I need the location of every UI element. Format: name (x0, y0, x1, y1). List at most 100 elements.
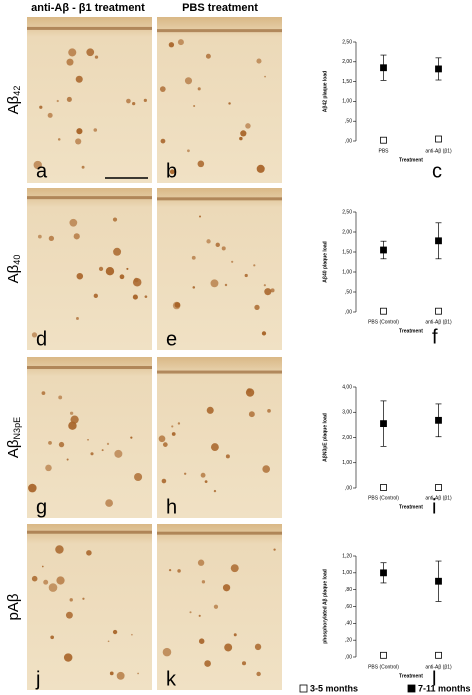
plaque (248, 411, 255, 418)
plaque (58, 395, 63, 400)
y-tick-label: ,50 (345, 119, 352, 125)
row-label: Aβ40 (5, 255, 22, 284)
plaque (177, 569, 181, 573)
plaque (76, 317, 79, 320)
x-tick-label: PBS (Control) (368, 495, 399, 501)
plaque (169, 169, 175, 175)
plaque (114, 449, 123, 458)
plaque (160, 138, 166, 144)
plaque (184, 77, 193, 85)
marker (435, 484, 442, 491)
plaque (206, 406, 214, 414)
tissue-edge (27, 366, 152, 370)
plaque (198, 638, 205, 644)
plaque (66, 58, 74, 66)
plaque (187, 149, 190, 153)
legend-label: 3-5 months (310, 683, 358, 693)
plaque (213, 604, 219, 609)
plaque (240, 130, 247, 137)
plaque (101, 449, 104, 452)
plaque (204, 480, 208, 484)
plaque (143, 98, 147, 102)
marker (380, 307, 387, 315)
plaque (116, 671, 125, 680)
panel-letter: g (36, 496, 47, 518)
panel-letter: i (432, 496, 436, 518)
marker (380, 136, 387, 144)
plaque (98, 266, 104, 271)
y-tick-label: 1,00 (342, 570, 352, 576)
plaque (199, 215, 202, 218)
x-axis-label: Treatment (399, 157, 423, 163)
plaque (197, 87, 201, 91)
y-tick-label: 1,00 (342, 99, 352, 105)
y-tick-label: ,50 (345, 289, 352, 295)
row-label: pAβ (5, 593, 22, 620)
plaque (204, 660, 211, 667)
plaque (93, 293, 98, 299)
micrograph (27, 524, 152, 690)
plaque (254, 304, 260, 311)
y-tick-label: ,00 (345, 138, 352, 144)
marker (435, 577, 442, 585)
tissue-edge (27, 530, 152, 534)
plaque (171, 425, 174, 428)
plaque (132, 294, 138, 300)
plaque (210, 443, 219, 452)
panel-letter: l (432, 668, 436, 690)
plaque (262, 465, 271, 473)
plaque (86, 48, 95, 57)
panel-letter: h (166, 496, 177, 518)
panel-letter: j (35, 668, 40, 690)
plaque (261, 331, 267, 336)
marker (380, 420, 387, 428)
tissue-edge (27, 196, 152, 200)
plaque (75, 75, 83, 83)
y-tick-label: 1,50 (342, 249, 352, 255)
plaque (134, 472, 143, 482)
row-label-text: Aβ (5, 95, 22, 114)
plaque (174, 302, 181, 308)
plaque (267, 408, 271, 413)
plaque (210, 279, 219, 288)
row-label: Aβ42 (5, 86, 22, 115)
y-axis-label: AβN3pE plaque load (322, 413, 328, 462)
plaque (205, 53, 211, 59)
plaque (206, 239, 211, 244)
y-tick-label: 2,00 (342, 435, 352, 441)
row-label-text: Aβ (5, 439, 22, 458)
plaque (191, 255, 196, 260)
plaque (131, 633, 133, 636)
panel-letter: b (166, 160, 177, 182)
marker (435, 237, 442, 245)
y-tick-label: ,00 (345, 309, 352, 315)
plaque (109, 671, 114, 676)
plaque (253, 264, 256, 267)
plaque (222, 584, 231, 592)
y-tick-label: ,60 (345, 604, 352, 610)
plaque (270, 288, 275, 293)
panel-letter: k (166, 668, 177, 690)
plaque (31, 575, 38, 582)
plaque (197, 559, 205, 566)
plaque (106, 442, 110, 446)
tissue-edge (157, 370, 282, 374)
plaque (93, 128, 98, 132)
plaque (105, 267, 115, 276)
tissue-edge (157, 531, 282, 535)
y-axis-label: phosphorylated Aβ plaque load (322, 569, 328, 644)
plaque (137, 672, 139, 675)
y-tick-label: 2,50 (342, 39, 352, 45)
plaque (159, 86, 166, 92)
micrograph (27, 357, 152, 518)
plaque (263, 284, 266, 287)
y-axis-label: Aβ42 plaque load (322, 71, 328, 112)
y-tick-label: ,00 (345, 485, 352, 491)
micrograph (157, 357, 282, 518)
plaque (69, 598, 73, 602)
plaque (47, 112, 53, 118)
x-tick-label: PBS (Control) (368, 319, 399, 325)
plaque (144, 295, 148, 299)
plaque (256, 164, 265, 173)
